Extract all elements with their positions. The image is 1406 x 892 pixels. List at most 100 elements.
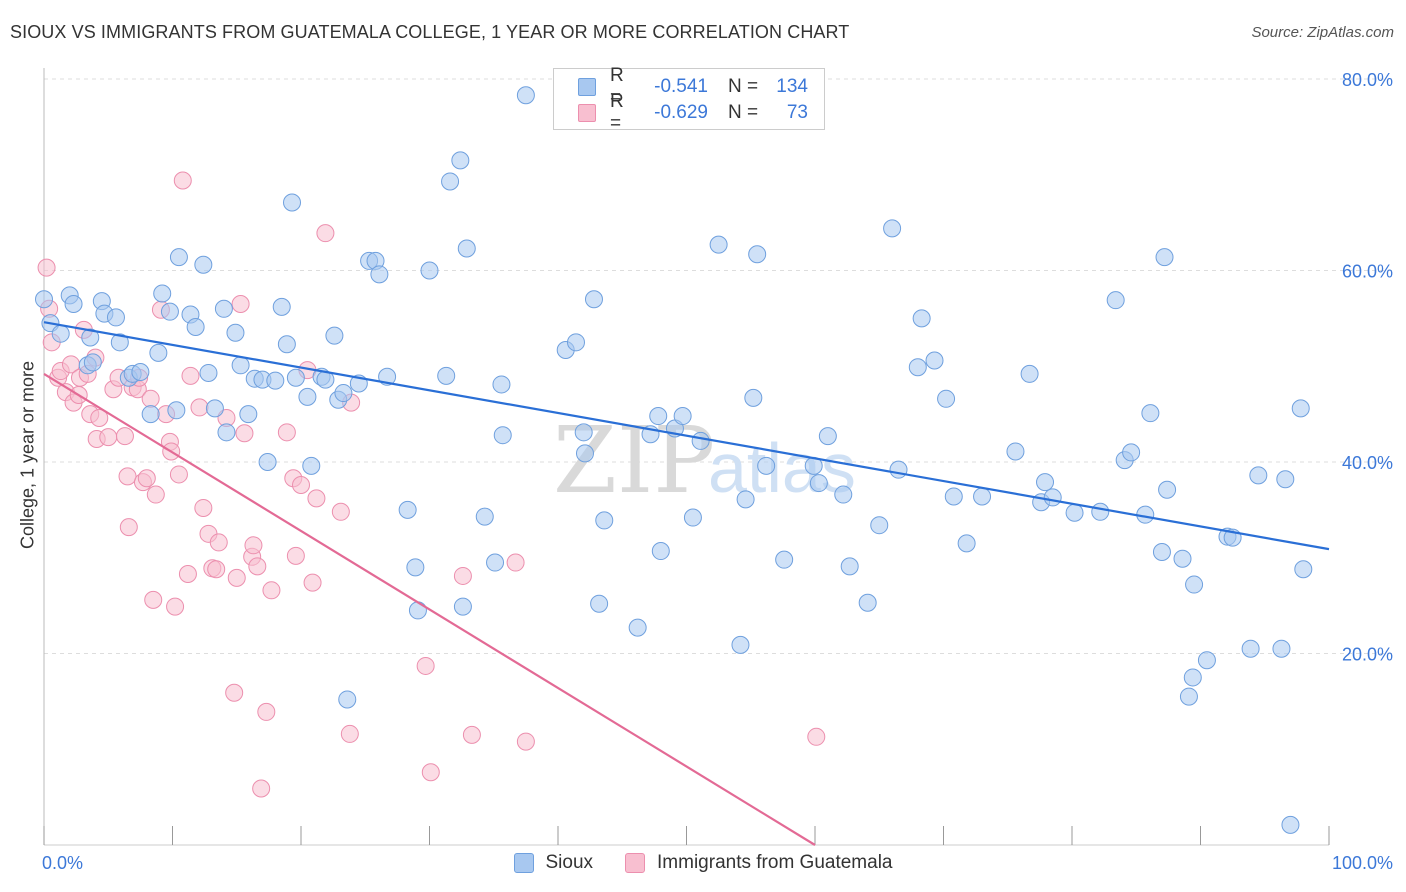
tick-labels: 20.0% 40.0% 60.0% 80.0% 0.0% 100.0% (42, 70, 1393, 873)
data-point-sioux (908, 358, 927, 377)
data-point-sioux (912, 309, 931, 328)
data-point-sioux (651, 542, 670, 561)
data-point-sioux (1185, 575, 1204, 594)
data-point-sioux (775, 550, 794, 569)
data-point-guatemala (307, 489, 326, 508)
data-point-sioux (973, 487, 992, 506)
data-point-sioux (1122, 443, 1141, 462)
data-point-sioux (1291, 399, 1310, 418)
data-point-sioux (51, 324, 70, 343)
data-point-guatemala (225, 683, 244, 702)
data-point-sioux (1036, 473, 1055, 492)
legend-label-sioux: Sioux (545, 852, 594, 873)
data-point-sioux (1249, 466, 1268, 485)
legend-n-label: N = (728, 102, 759, 123)
data-point-guatemala (316, 224, 335, 243)
data-point-guatemala (141, 389, 160, 408)
data-point-sioux (153, 284, 172, 303)
series-guatemala-points (37, 171, 826, 798)
data-point-guatemala (115, 427, 134, 446)
data-point-guatemala (166, 597, 185, 616)
data-point-sioux (83, 353, 102, 372)
legend-item-sioux[interactable]: Sioux (513, 852, 594, 874)
data-point-sioux (298, 387, 317, 406)
data-point-sioux (757, 456, 776, 475)
data-point-sioux (370, 265, 389, 284)
legend-n-label: N = (728, 76, 759, 97)
data-point-sioux (398, 500, 417, 519)
data-point-sioux (709, 235, 728, 254)
legend-r-value: -0.541 (654, 76, 708, 97)
data-point-sioux (131, 362, 150, 381)
data-point-guatemala (178, 565, 197, 584)
data-point-sioux (258, 453, 277, 471)
data-point-sioux (35, 290, 53, 309)
data-point-sioux (199, 363, 218, 382)
data-point-sioux (937, 389, 956, 408)
source-label: Source: ZipAtlas.com (1251, 24, 1394, 41)
legend-n-value: 134 (776, 76, 808, 97)
data-point-sioux (437, 366, 456, 385)
data-point-guatemala (244, 536, 263, 555)
data-point-sioux (1141, 404, 1160, 423)
data-point-sioux (1241, 639, 1260, 658)
data-point-guatemala (516, 732, 535, 751)
data-point-guatemala (194, 498, 213, 517)
data-point-sioux (731, 635, 750, 654)
data-point-guatemala (190, 398, 209, 417)
data-point-guatemala (807, 727, 826, 746)
data-point-sioux (595, 511, 614, 530)
data-point-sioux (457, 239, 476, 258)
data-point-sioux (486, 553, 505, 572)
data-point-guatemala (144, 590, 163, 609)
data-point-sioux (217, 423, 236, 442)
data-point-guatemala (262, 581, 281, 600)
data-point-sioux (1043, 488, 1062, 507)
data-point-sioux (1065, 503, 1084, 522)
series-sioux-points (35, 86, 1313, 834)
data-point-sioux (408, 601, 427, 620)
y-axis-label: College, 1 year or more (17, 360, 38, 550)
data-point-guatemala (37, 258, 56, 277)
data-point-guatemala (286, 546, 305, 565)
correlation-legend: R = -0.541 N = 134 R = -0.629 N = 73 (553, 65, 825, 134)
data-point-sioux (286, 368, 305, 387)
data-point-sioux (809, 474, 828, 493)
legend-r-label: R = (610, 65, 624, 108)
data-point-guatemala (137, 469, 156, 488)
data-point-guatemala (421, 763, 440, 782)
data-point-sioux (840, 557, 859, 576)
data-point-sioux (744, 388, 763, 407)
data-point-sioux (1158, 480, 1177, 499)
data-point-guatemala (169, 465, 188, 484)
data-point-sioux (205, 399, 224, 418)
data-point-sioux (81, 328, 100, 347)
data-point-sioux (302, 456, 321, 475)
data-point-sioux (420, 261, 439, 280)
data-point-sioux (475, 507, 494, 526)
x-tick-label: 0.0% (42, 853, 83, 873)
trend-line-sioux (43, 321, 1330, 551)
data-point-guatemala (506, 553, 525, 572)
data-point-sioux (870, 516, 889, 535)
data-point-guatemala (248, 557, 267, 576)
data-point-sioux (925, 351, 944, 370)
data-point-sioux (110, 333, 129, 352)
data-point-sioux (1173, 549, 1192, 568)
legend-row-sioux: R = -0.541 N = 134 (578, 65, 808, 108)
legend-item-guatemala[interactable]: Immigrants from Guatemala (625, 852, 893, 874)
data-point-guatemala (340, 724, 359, 743)
legend-label-guatemala: Immigrants from Guatemala (657, 852, 893, 873)
data-point-sioux (451, 151, 470, 170)
data-point-sioux (167, 401, 186, 420)
data-point-sioux (272, 297, 291, 316)
data-point-sioux (169, 248, 188, 267)
data-point-guatemala (416, 656, 435, 675)
data-point-sioux (1276, 470, 1295, 489)
data-point-sioux (834, 485, 853, 504)
y-tick-label: 20.0% (1342, 645, 1393, 665)
data-point-guatemala (292, 475, 310, 494)
data-point-sioux (944, 487, 963, 506)
y-tick-label: 40.0% (1342, 453, 1393, 473)
